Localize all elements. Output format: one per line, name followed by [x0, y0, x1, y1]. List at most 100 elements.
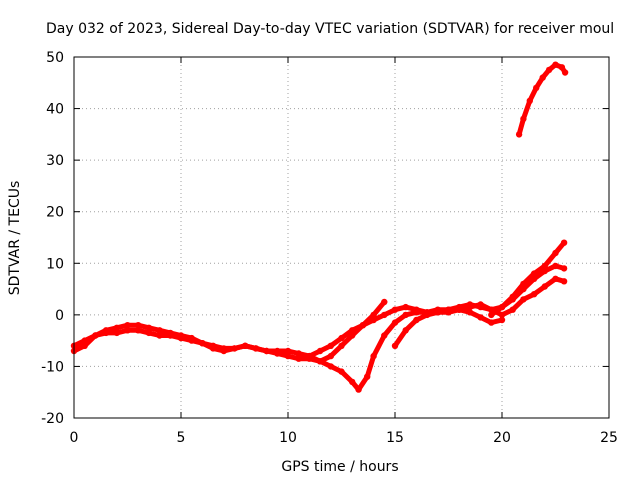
data-point [295, 350, 302, 357]
data-point [391, 319, 399, 326]
data-point [306, 352, 313, 360]
data-point [295, 355, 302, 362]
data-point [526, 97, 533, 105]
y-tick-label: -10 [41, 359, 64, 375]
data-point [498, 316, 506, 324]
x-tick-label: 5 [177, 430, 186, 446]
data-point [477, 314, 484, 321]
data-point [274, 347, 281, 355]
data-point [520, 115, 527, 123]
data-point [391, 342, 399, 349]
y-tick-label: 50 [46, 50, 64, 66]
data-point [533, 84, 540, 92]
data-point [391, 306, 399, 313]
x-tick-label: 15 [386, 430, 404, 446]
data-point [520, 280, 527, 288]
data-point [338, 342, 345, 349]
data-point [423, 311, 431, 319]
data-point [263, 347, 270, 355]
data-point [552, 275, 559, 282]
data-point [381, 298, 388, 306]
x-axis-label: GPS time / hours [281, 459, 398, 475]
y-tick-label: 40 [46, 102, 64, 118]
data-point [355, 386, 362, 393]
data-point [124, 322, 131, 329]
data-point [349, 378, 356, 386]
data-point [552, 61, 559, 68]
series-track-a [70, 298, 388, 365]
data-point [402, 303, 409, 311]
series-track-d [391, 275, 568, 349]
x-tick-label: 25 [600, 430, 618, 446]
data-series [70, 61, 569, 393]
data-point [498, 303, 506, 311]
series-line [71, 299, 387, 364]
data-point [252, 345, 260, 352]
data-point [338, 334, 345, 342]
data-point [560, 278, 568, 285]
data-point [167, 329, 174, 337]
data-point [199, 340, 206, 347]
data-point [113, 324, 121, 331]
chart-title: Day 032 of 2023, Sidereal Day-to-day VTE… [46, 21, 614, 37]
data-point [541, 262, 548, 270]
data-point [413, 316, 420, 324]
data-point [156, 332, 163, 339]
data-point [177, 332, 185, 339]
data-point [81, 342, 88, 349]
y-tick-label: 20 [46, 205, 64, 221]
data-point [413, 306, 420, 313]
data-point [545, 66, 553, 74]
data-point [220, 347, 227, 355]
y-tick-label: 0 [55, 308, 64, 324]
data-point [327, 352, 334, 360]
data-point [539, 74, 546, 81]
data-point [488, 319, 495, 326]
data-point [561, 69, 569, 76]
data-point [316, 347, 324, 355]
data-point [349, 327, 356, 334]
data-point [552, 249, 559, 257]
data-point [498, 311, 506, 319]
plot-frame [73, 56, 610, 419]
data-point [102, 327, 110, 334]
y-tick-label: -20 [41, 411, 64, 427]
data-point [135, 327, 142, 334]
data-point [364, 373, 371, 380]
data-point [541, 283, 548, 290]
data-point [509, 306, 516, 313]
series-track-e [488, 239, 568, 319]
data-point [145, 329, 153, 337]
data-point [434, 309, 441, 316]
data-point [515, 131, 523, 138]
data-point [445, 309, 452, 316]
data-point [509, 293, 516, 300]
y-tick-label: 10 [46, 256, 64, 272]
data-point [370, 316, 377, 324]
data-point [560, 265, 568, 272]
data-point [338, 368, 345, 375]
data-point [381, 332, 388, 339]
data-point [488, 311, 495, 319]
x-tick-label: 0 [70, 430, 79, 446]
data-point [135, 322, 142, 329]
data-point [370, 352, 377, 360]
x-tick-label: 10 [279, 430, 297, 446]
data-point [466, 303, 474, 311]
axis-ticks: 0 5 10 15 20 25 -20 -10 0 10 20 30 40 50 [41, 50, 618, 446]
data-point [530, 270, 538, 277]
data-point [381, 311, 388, 319]
data-point [284, 352, 292, 360]
data-point [477, 301, 484, 308]
x-tick-label: 20 [493, 430, 511, 446]
y-axis-label: SDTVAR / TECUs [7, 181, 23, 296]
data-point [466, 309, 474, 316]
data-point [113, 329, 121, 337]
data-point [558, 64, 566, 71]
data-point [124, 327, 131, 334]
data-point [231, 345, 238, 352]
data-point [402, 327, 409, 334]
data-point [456, 306, 463, 313]
data-point [520, 296, 527, 303]
